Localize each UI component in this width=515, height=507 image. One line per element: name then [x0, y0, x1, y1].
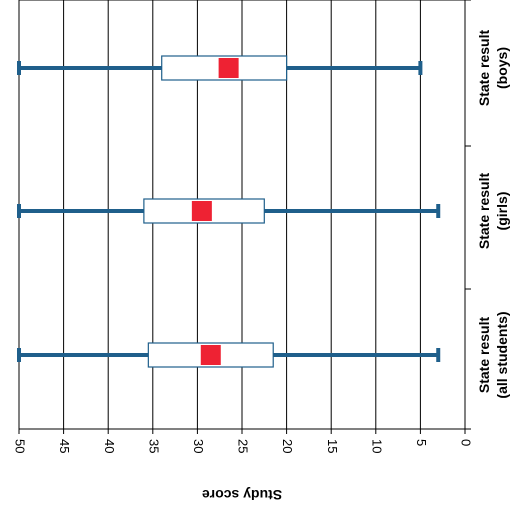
tick-label: 20	[280, 439, 295, 453]
box-plot-2	[17, 198, 441, 224]
tick-label-layer: 50 45 40 35 30 25 20 15 10 5 0	[13, 439, 474, 453]
category-label-line2: (all students)	[494, 311, 510, 398]
y-axis-title: Study score	[202, 487, 282, 503]
series-layer	[17, 55, 441, 368]
category-label-line2: (girls)	[494, 192, 510, 231]
tick-label: 0	[459, 439, 474, 446]
mean-marker	[200, 345, 221, 365]
tick-label: 35	[146, 439, 161, 453]
tick-label: 45	[57, 439, 72, 453]
tick-label: 15	[325, 439, 340, 453]
category-label-line2: (boys)	[494, 47, 510, 89]
box-plot-1	[17, 55, 423, 81]
mean-marker	[218, 58, 239, 78]
category-label-line1: State result	[476, 317, 492, 394]
tick-label: 5	[414, 439, 429, 446]
category-label-layer: State result (boys)State result (girls)Sta…	[476, 30, 510, 399]
mean-marker	[191, 201, 212, 221]
tick-label: 10	[369, 439, 384, 453]
tick-label: 25	[236, 439, 251, 453]
tick-label: 40	[102, 439, 117, 453]
category-label-line1: State result	[476, 173, 492, 250]
category-label-line1: State result	[476, 30, 492, 107]
tick-label: 30	[191, 439, 206, 453]
box-plot-3	[17, 342, 441, 368]
tick-label: 50	[13, 439, 28, 453]
